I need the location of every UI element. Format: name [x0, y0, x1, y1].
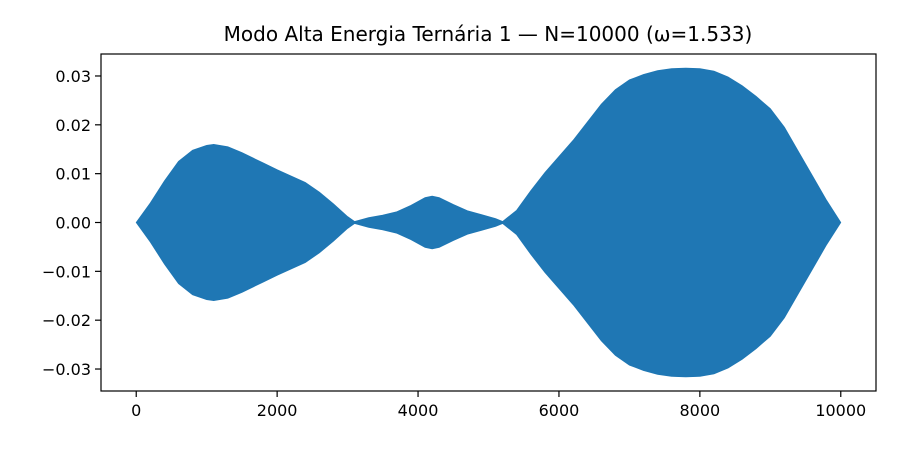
y-tick-label: −0.02	[42, 311, 91, 330]
y-tick-label: −0.01	[42, 262, 91, 281]
y-tick-label: 0.00	[55, 214, 91, 233]
y-tick-label: 0.02	[55, 116, 91, 135]
x-tick-label: 0	[131, 401, 141, 420]
x-tick-label: 4000	[398, 401, 439, 420]
x-tick-label: 6000	[539, 401, 580, 420]
y-axis: 0.03 0.02 0.01 0.00 −0.01 −0.02 −0.03	[42, 67, 101, 379]
y-tick-label: 0.01	[55, 165, 91, 184]
chart-title: Modo Alta Energia Ternária 1 — N=10000 (…	[224, 22, 753, 46]
signal-envelope-area	[135, 67, 842, 378]
x-tick-label: 2000	[257, 401, 298, 420]
x-axis: 0 2000 4000 6000 8000 10000	[131, 391, 866, 420]
x-tick-label: 8000	[680, 401, 721, 420]
x-tick-label: 10000	[815, 401, 866, 420]
y-tick-label: 0.03	[55, 67, 91, 86]
y-tick-label: −0.03	[42, 360, 91, 379]
plot-area	[135, 67, 842, 378]
